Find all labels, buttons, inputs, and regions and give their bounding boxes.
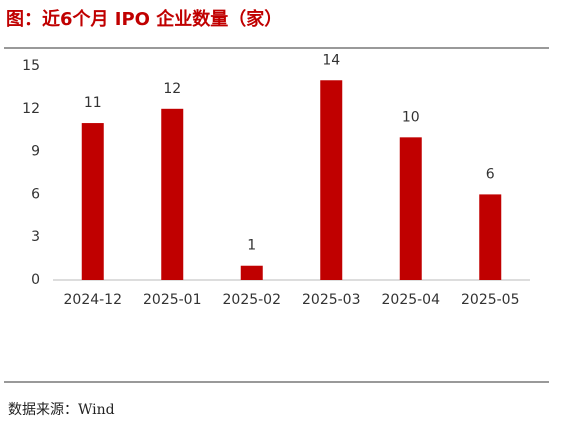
x-tick-label: 2025-02 [223, 292, 282, 308]
x-tick-label: 2025-03 [302, 292, 361, 308]
x-tick-label: 2025-05 [461, 292, 520, 308]
y-tick-label: 9 [31, 144, 40, 160]
source-note: 数据来源：Wind [8, 402, 115, 418]
chart-title: 图：近6个月 IPO 企业数量（家） [6, 8, 282, 30]
y-tick-label: 0 [31, 272, 40, 288]
x-tick-label: 2024-12 [64, 292, 123, 308]
y-tick-label: 3 [31, 229, 40, 245]
x-tick-label: 2025-04 [382, 292, 441, 308]
bar [240, 265, 263, 280]
data-label: 12 [163, 81, 181, 97]
bar [161, 108, 184, 280]
bar [479, 194, 502, 280]
y-tick-label: 15 [22, 58, 40, 74]
data-label: 1 [247, 238, 256, 254]
bar [399, 137, 422, 280]
y-tick-label: 12 [22, 101, 40, 117]
data-label: 11 [84, 95, 102, 111]
data-label: 6 [486, 166, 495, 182]
data-label: 10 [402, 109, 420, 125]
data-label: 14 [322, 52, 340, 68]
x-tick-label: 2025-01 [143, 292, 202, 308]
bar [320, 80, 343, 281]
bar [81, 123, 104, 280]
y-tick-label: 6 [31, 186, 40, 202]
